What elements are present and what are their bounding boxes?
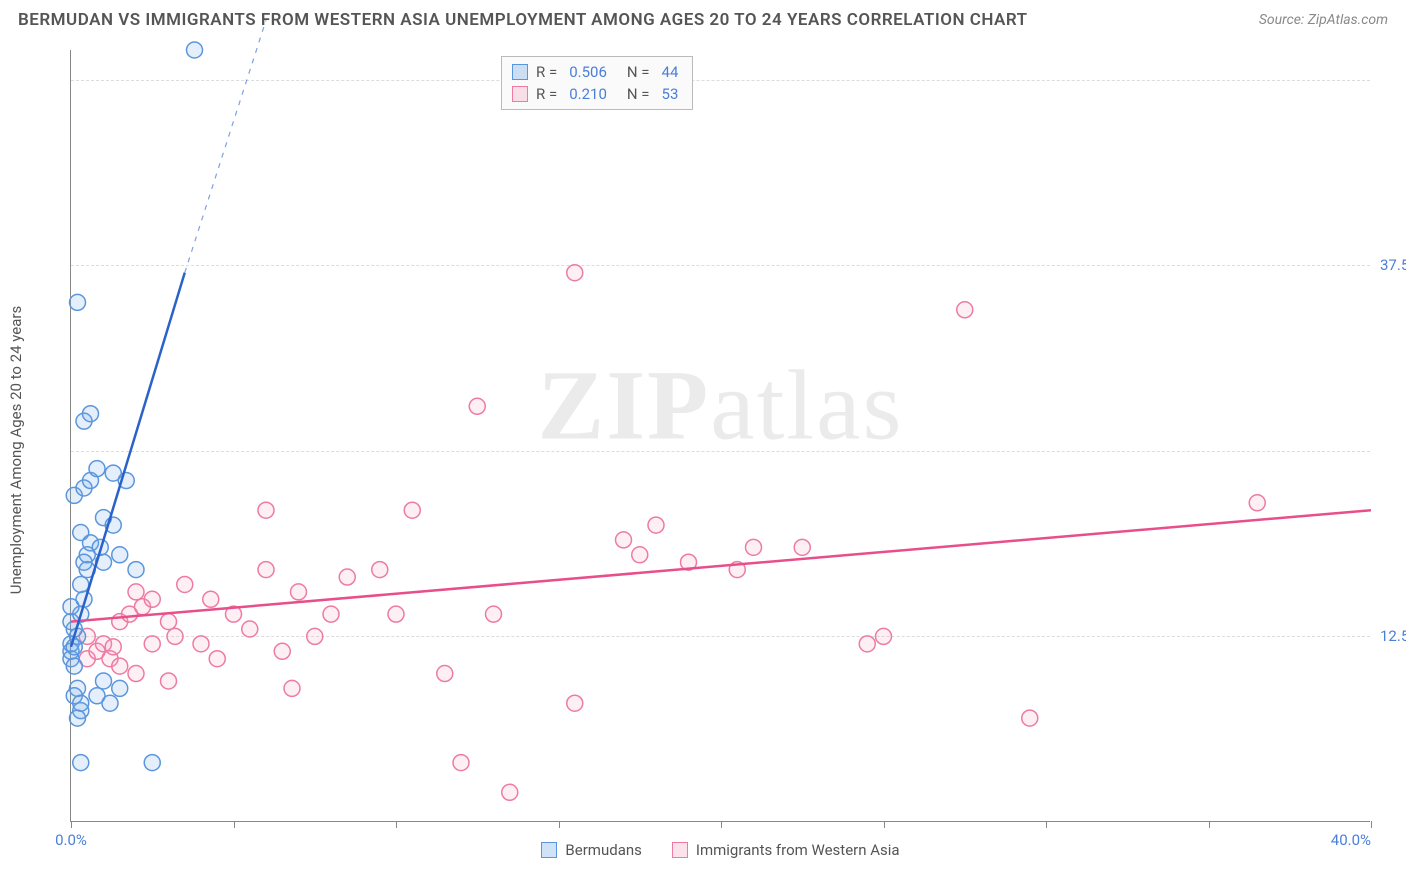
n-label-1: N = [627,63,650,81]
scatter-point-western-asia [859,636,875,652]
legend-label-bermudans: Bermudans [565,841,641,859]
chart-title: BERMUDAN VS IMMIGRANTS FROM WESTERN ASIA… [18,10,1028,30]
scatter-point-western-asia [274,643,290,659]
swatch-western-asia [512,86,528,102]
scatter-point-bermudans [96,673,112,689]
legend-swatch-western-asia [672,842,688,858]
scatter-point-bermudans [112,680,128,696]
legend-label-western-asia: Immigrants from Western Asia [696,841,900,859]
scatter-point-western-asia [469,398,485,414]
r-label-2: R = [536,85,557,103]
legend-item-western-asia: Immigrants from Western Asia [672,841,900,859]
scatter-point-bermudans [102,695,118,711]
legend-item-bermudans: Bermudans [541,841,641,859]
scatter-point-western-asia [632,547,648,563]
x-tick [234,821,235,828]
scatter-point-western-asia [242,621,258,637]
stats-legend: R = 0.506 N = 44 R = 0.210 N = 53 [501,56,693,110]
scatter-point-western-asia [1249,495,1265,511]
scatter-point-western-asia [144,591,160,607]
x-tick [559,821,560,828]
scatter-point-western-asia [105,639,121,655]
n-value-western-asia: 53 [662,85,679,103]
x-tick [396,821,397,828]
n-value-bermudans: 44 [662,63,679,81]
scatter-point-western-asia [307,628,323,644]
scatter-point-western-asia [161,614,177,630]
scatter-point-western-asia [167,628,183,644]
scatter-point-western-asia [291,584,307,600]
scatter-point-western-asia [453,755,469,771]
y-axis-label: Unemployment Among Ages 20 to 24 years [7,306,25,594]
scatter-point-western-asia [284,680,300,696]
scatter-point-western-asia [144,636,160,652]
scatter-point-bermudans [70,294,86,310]
x-tick [1371,821,1372,828]
scatter-point-bermudans [144,755,160,771]
scatter-point-bermudans [73,576,89,592]
scatter-point-western-asia [388,606,404,622]
scatter-point-western-asia [323,606,339,622]
stats-row-western-asia: R = 0.210 N = 53 [512,83,682,105]
scatter-point-western-asia [209,651,225,667]
scatter-point-western-asia [648,517,664,533]
scatter-point-bermudans [73,525,89,541]
swatch-bermudans [512,64,528,80]
scatter-point-bermudans [83,406,99,422]
x-tick [721,821,722,828]
r-value-bermudans: 0.506 [569,63,607,81]
legend-swatch-bermudans [541,842,557,858]
scatter-point-western-asia [404,502,420,518]
scatter-point-western-asia [746,539,762,555]
scatter-point-western-asia [502,784,518,800]
r-value-western-asia: 0.210 [569,85,607,103]
scatter-point-western-asia [957,302,973,318]
scatter-point-western-asia [616,532,632,548]
scatter-point-western-asia [486,606,502,622]
y-tick-label: 12.5% [1380,627,1406,645]
y-tick-label: 37.5% [1380,256,1406,274]
plot-area: ZIPatlas 12.5%37.5% 0.0%40.0% R = 0.506 … [70,50,1370,822]
scatter-point-bermudans [76,554,92,570]
scatter-point-bermudans [128,562,144,578]
scatter-point-western-asia [258,562,274,578]
x-tick [1209,821,1210,828]
scatter-point-bermudans [66,658,82,674]
scatter-point-western-asia [567,265,583,281]
scatter-point-bermudans [70,710,86,726]
scatter-point-western-asia [128,584,144,600]
scatter-point-western-asia [437,666,453,682]
scatter-point-western-asia [1022,710,1038,726]
scatter-point-bermudans [73,695,89,711]
chart-container: Unemployment Among Ages 20 to 24 years Z… [48,50,1388,850]
scatter-svg [71,50,1370,821]
x-tick [71,821,72,828]
scatter-point-western-asia [339,569,355,585]
bottom-legend: Bermudans Immigrants from Western Asia [71,841,1370,859]
n-label-2: N = [627,85,650,103]
scatter-point-western-asia [567,695,583,711]
scatter-point-western-asia [128,666,144,682]
stats-row-bermudans: R = 0.506 N = 44 [512,61,682,83]
scatter-point-bermudans [112,547,128,563]
scatter-point-bermudans [63,599,79,615]
scatter-point-bermudans [89,461,105,477]
r-label-1: R = [536,63,557,81]
scatter-point-western-asia [258,502,274,518]
scatter-point-western-asia [112,658,128,674]
scatter-point-western-asia [177,576,193,592]
scatter-point-bermudans [187,42,203,58]
scatter-point-bermudans [73,755,89,771]
scatter-point-western-asia [372,562,388,578]
x-tick [1046,821,1047,828]
header: BERMUDAN VS IMMIGRANTS FROM WESTERN ASIA… [0,0,1406,38]
scatter-point-western-asia [161,673,177,689]
scatter-point-western-asia [876,628,892,644]
scatter-point-western-asia [193,636,209,652]
x-tick [884,821,885,828]
scatter-point-western-asia [203,591,219,607]
scatter-point-western-asia [794,539,810,555]
source-label: Source: ZipAtlas.com [1259,12,1388,28]
